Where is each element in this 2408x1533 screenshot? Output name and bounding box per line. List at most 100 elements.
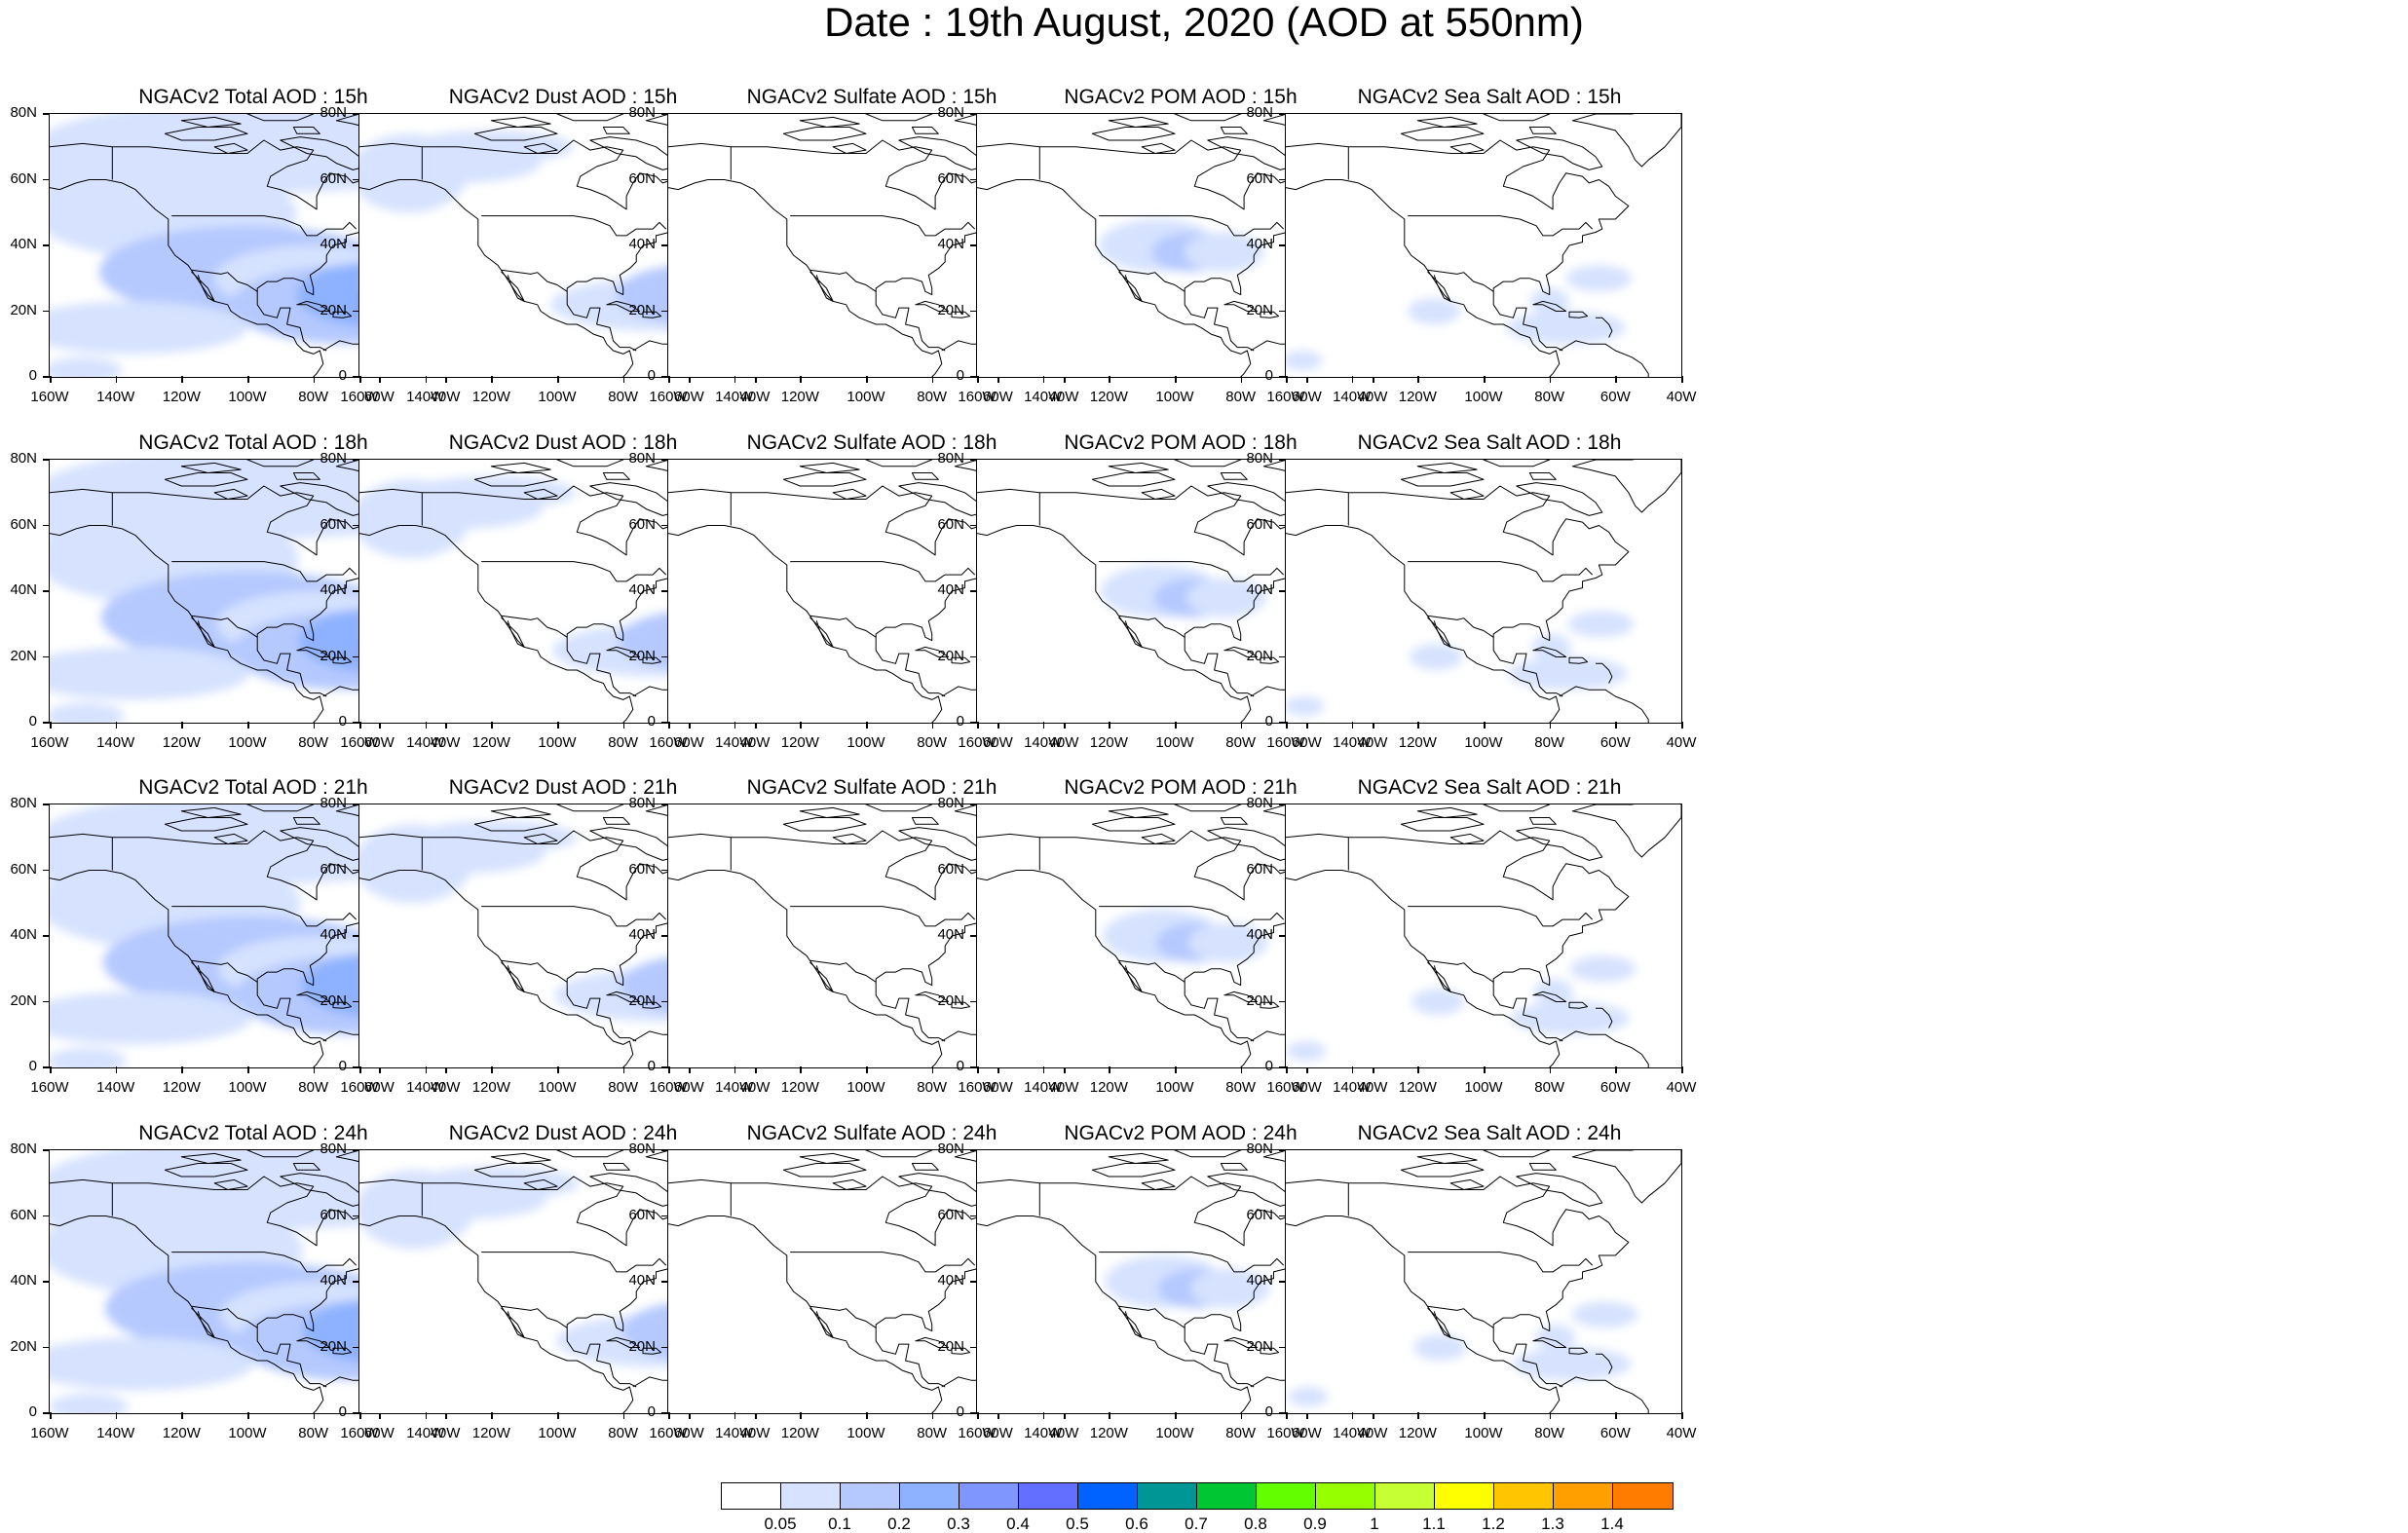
coastline-island bbox=[292, 127, 320, 134]
lon-tick-mark bbox=[313, 722, 316, 729]
coastline bbox=[1427, 615, 1494, 638]
map-svg bbox=[1286, 1150, 1681, 1413]
coastline-island bbox=[1449, 1178, 1485, 1190]
coastline-island bbox=[1483, 804, 1551, 812]
colorbar-swatch bbox=[1197, 1483, 1257, 1509]
coastline-island bbox=[911, 472, 939, 480]
panel-title: NGACv2 POM AOD : 15h bbox=[1064, 86, 1298, 108]
lat-tick-label: 0 bbox=[647, 1403, 656, 1420]
map-svg bbox=[1286, 804, 1681, 1067]
coastline bbox=[359, 1215, 634, 1413]
lat-tick-mark bbox=[661, 1412, 668, 1414]
coastline-island bbox=[915, 300, 950, 312]
lon-tick-mark bbox=[1042, 722, 1045, 729]
panel-title: NGACv2 Sea Salt AOD : 15h bbox=[1357, 86, 1622, 108]
coastline bbox=[1427, 961, 1451, 992]
lat-tick-mark bbox=[970, 113, 977, 115]
lat-tick-label: 20N bbox=[628, 301, 656, 318]
lat-tick-mark bbox=[1279, 178, 1286, 180]
lat-tick-mark bbox=[353, 524, 359, 526]
lat-tick-mark bbox=[43, 869, 50, 871]
lat-tick-mark bbox=[661, 804, 668, 805]
lon-tick-label: 80W bbox=[298, 389, 329, 405]
lat-tick-mark bbox=[353, 1000, 359, 1002]
coastlines bbox=[1286, 804, 1681, 1067]
lat-tick-mark bbox=[43, 1412, 50, 1414]
lon-tick-label: 60W bbox=[673, 1425, 704, 1441]
lat-tick-label: 20N bbox=[320, 647, 347, 664]
coastline-island bbox=[602, 817, 630, 825]
lon-tick-mark bbox=[1484, 376, 1486, 383]
coastline-island bbox=[1416, 116, 1478, 128]
coastline bbox=[501, 961, 525, 992]
lat-tick-mark bbox=[353, 804, 359, 805]
lat-tick-mark bbox=[353, 1412, 359, 1414]
lat-tick-mark bbox=[970, 459, 977, 461]
aod-blob bbox=[50, 702, 125, 723]
lon-tick-label: 140W bbox=[96, 1079, 135, 1096]
lon-tick-mark bbox=[379, 1066, 381, 1073]
lon-tick-mark bbox=[1417, 1412, 1419, 1419]
aod-shading bbox=[1105, 1255, 1270, 1309]
coastline-island bbox=[1091, 1163, 1176, 1178]
coastline-island bbox=[832, 1178, 867, 1190]
coastline bbox=[977, 1215, 1252, 1413]
lat-tick-label: 80N bbox=[628, 104, 656, 121]
lon-tick-label: 120W bbox=[1089, 1079, 1128, 1096]
map-panel-seasalt-18h: NGACv2 Sea Salt AOD : 18h 80N 60N 40N 20N 0 16… bbox=[1236, 431, 1704, 772]
map-frame bbox=[1285, 113, 1682, 378]
coastline-island bbox=[911, 817, 939, 825]
coastline-island bbox=[606, 991, 641, 1002]
panel-title: NGACv2 Sulfate AOD : 24h bbox=[746, 1122, 997, 1144]
lon-tick-label: 100W bbox=[847, 734, 885, 751]
lat-tick-label: 60N bbox=[628, 515, 656, 533]
lat-tick-mark bbox=[1279, 804, 1286, 805]
coastline-island bbox=[473, 1163, 558, 1178]
lat-tick-mark bbox=[43, 178, 50, 180]
coastline bbox=[1286, 870, 1561, 1067]
lat-tick-label: 80N bbox=[937, 450, 964, 467]
coastline bbox=[977, 525, 1252, 723]
map-panel-seasalt-15h: NGACv2 Sea Salt AOD : 15h 80N 60N 40N 20N 0 16… bbox=[1236, 86, 1704, 427]
lat-tick-label: 80N bbox=[320, 450, 347, 467]
lon-tick-label: 40W bbox=[1666, 389, 1697, 405]
lon-tick-label: 60W bbox=[673, 389, 704, 405]
lat-tick-mark bbox=[970, 1281, 977, 1283]
panel-title: NGACv2 Dust AOD : 15h bbox=[448, 86, 678, 108]
coastline bbox=[809, 617, 834, 648]
lon-tick-label: 100W bbox=[538, 1079, 577, 1096]
lat-tick-mark bbox=[1279, 1000, 1286, 1002]
lon-tick-label: 160W bbox=[1266, 389, 1305, 405]
lon-tick-label: 80W bbox=[608, 389, 639, 405]
lat-tick-label: 40N bbox=[628, 581, 656, 598]
lat-tick-label: 40N bbox=[937, 926, 964, 943]
coastline-island bbox=[951, 656, 971, 664]
lon-tick-label: 60W bbox=[982, 1079, 1013, 1096]
lat-tick-mark bbox=[1279, 310, 1286, 312]
coastline-island bbox=[1108, 806, 1169, 818]
aod-blob bbox=[1529, 287, 1569, 315]
coastline-island bbox=[915, 1336, 950, 1348]
lat-tick-label: 60N bbox=[10, 515, 37, 533]
coastline bbox=[1286, 1215, 1561, 1413]
colorbar-swatch bbox=[1138, 1483, 1197, 1509]
panel-title: NGACv2 Sea Salt AOD : 24h bbox=[1357, 1122, 1622, 1144]
coastline-island bbox=[782, 1163, 867, 1178]
lat-tick-mark bbox=[43, 722, 50, 724]
lon-tick-label: 160W bbox=[958, 389, 997, 405]
colorbar-label: 1.2 bbox=[1482, 1514, 1505, 1533]
aod-blob bbox=[1565, 265, 1633, 292]
lat-tick-label: 0 bbox=[28, 1403, 37, 1420]
lon-tick-label: 120W bbox=[471, 389, 510, 405]
coastline-island bbox=[915, 991, 950, 1002]
lat-tick-label: 40N bbox=[628, 236, 656, 252]
lon-tick-mark bbox=[668, 376, 670, 383]
lon-tick-mark bbox=[1681, 1412, 1683, 1419]
coastline-island bbox=[602, 472, 630, 480]
lat-tick-mark bbox=[970, 869, 977, 871]
colorbar-swatch bbox=[959, 1483, 1019, 1509]
aod-blob bbox=[1408, 298, 1461, 324]
colorbar-label: 0.3 bbox=[947, 1514, 970, 1533]
lon-tick-label: 100W bbox=[228, 1425, 267, 1441]
lon-tick-label: 140W bbox=[96, 1425, 135, 1441]
